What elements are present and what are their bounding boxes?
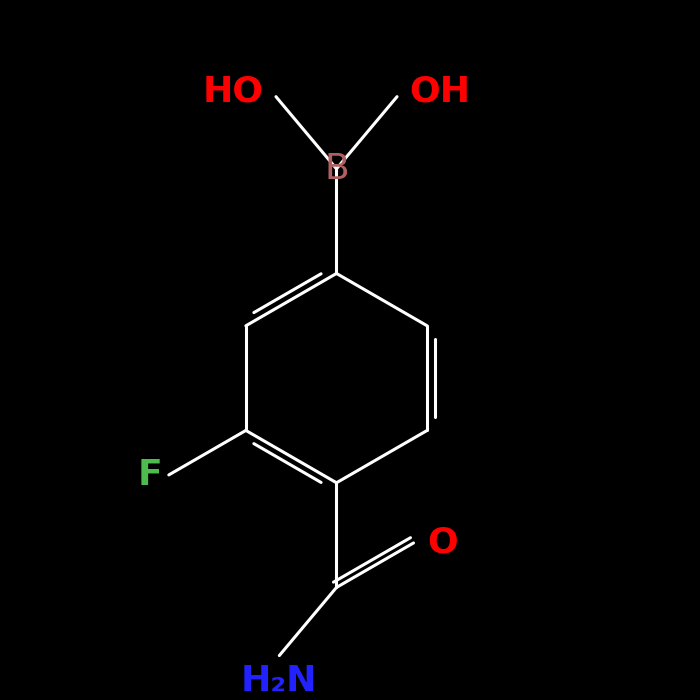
Text: B: B [324,152,349,186]
Text: F: F [137,458,162,492]
Text: O: O [427,526,458,560]
Text: OH: OH [410,74,470,108]
Text: HO: HO [203,74,264,108]
Text: H₂N: H₂N [241,664,318,698]
